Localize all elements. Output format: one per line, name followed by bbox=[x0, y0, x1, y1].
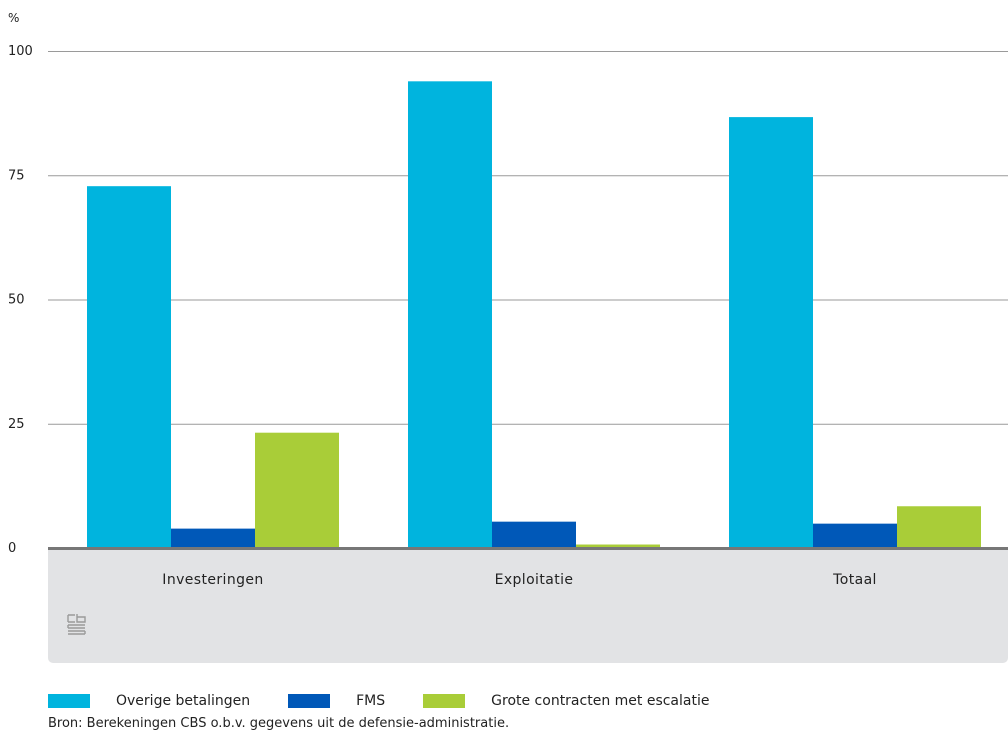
y-tick-label: 75 bbox=[8, 168, 25, 183]
legend-item: FMS bbox=[288, 693, 385, 709]
bars bbox=[87, 81, 981, 548]
legend-item: Overige betalingen bbox=[48, 693, 250, 709]
legend-swatch bbox=[288, 694, 331, 708]
y-tick-label: 50 bbox=[8, 293, 25, 308]
bar bbox=[897, 506, 981, 548]
y-axis-unit: % bbox=[8, 11, 19, 25]
bar bbox=[492, 521, 576, 548]
bar bbox=[729, 117, 813, 548]
bar bbox=[408, 81, 492, 548]
category-band bbox=[48, 549, 1008, 663]
source-note: Bron: Berekeningen CBS o.b.v. gegevens u… bbox=[48, 716, 510, 731]
legend-label: FMS bbox=[356, 693, 386, 709]
category-label: Exploitatie bbox=[495, 572, 574, 588]
cbs-logo-icon bbox=[67, 614, 86, 635]
bar bbox=[87, 186, 171, 548]
bar bbox=[576, 544, 660, 548]
y-tick-label: 0 bbox=[8, 541, 16, 556]
legend-swatch bbox=[423, 694, 466, 708]
bar bbox=[813, 523, 897, 548]
y-tick-label: 25 bbox=[8, 417, 25, 432]
bar bbox=[171, 528, 255, 548]
category-label: Totaal bbox=[832, 572, 877, 588]
y-tick-label: 100 bbox=[8, 44, 33, 59]
legend-label: Grote contracten met escalatie bbox=[491, 693, 710, 709]
category-label: Investeringen bbox=[162, 572, 263, 588]
gridlines bbox=[48, 51, 1008, 425]
legend-swatch bbox=[48, 694, 90, 708]
bar-chart: % 0 25 50 75 100 Investeringen Exploitatie Tot… bbox=[8, 11, 1008, 663]
category-band-top bbox=[48, 549, 1008, 557]
legend-item: Grote contracten met escalatie bbox=[423, 693, 709, 709]
legend-label: Overige betalingen bbox=[116, 693, 251, 709]
legend: Overige betalingen FMS Grote contracten me… bbox=[48, 691, 747, 711]
bar bbox=[255, 432, 339, 548]
y-tick-labels: 0 25 50 75 100 bbox=[8, 44, 33, 556]
category-labels: Investeringen Exploitatie Totaal bbox=[162, 572, 877, 588]
